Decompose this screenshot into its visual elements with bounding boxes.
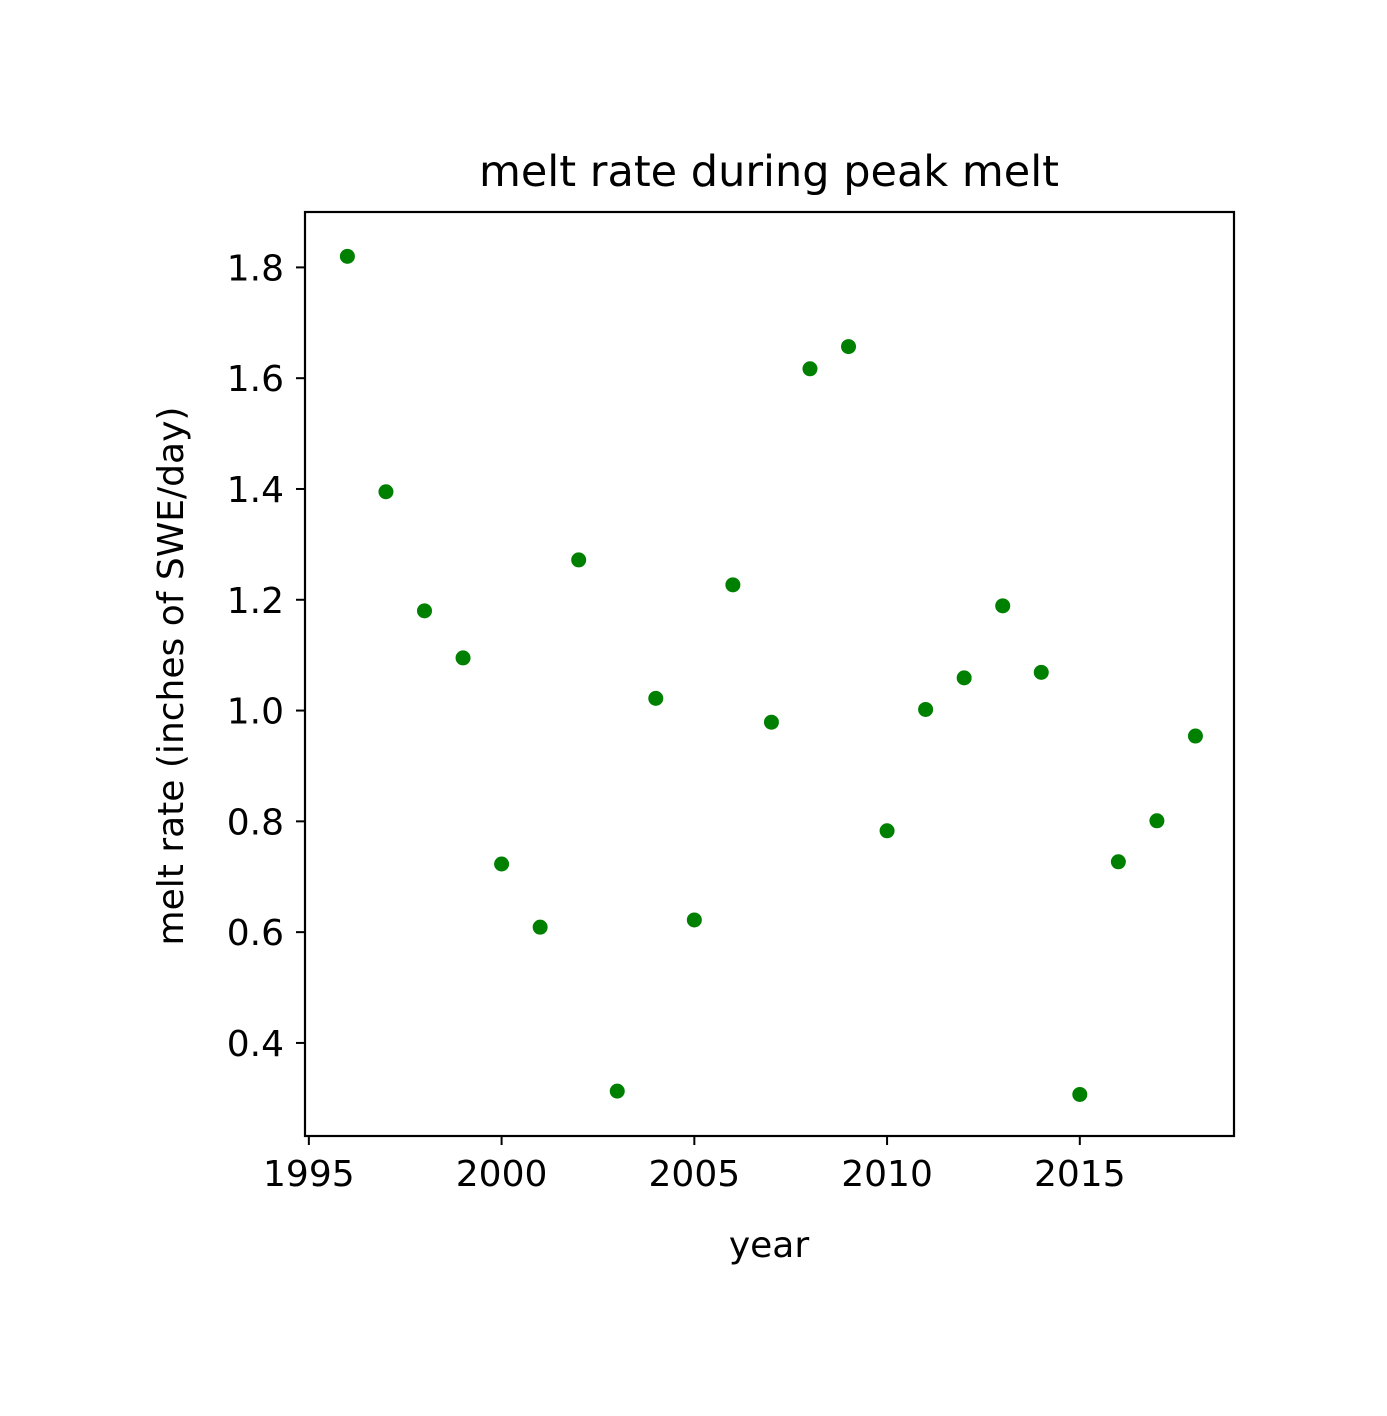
data-point: [879, 823, 895, 839]
y-tick-label: 1.2: [227, 581, 284, 622]
data-point: [339, 248, 355, 264]
data-point: [956, 670, 972, 686]
data-point: [802, 361, 818, 377]
y-tick-label: 1.8: [227, 248, 284, 289]
data-point: [609, 1083, 625, 1099]
data-point: [1110, 854, 1126, 870]
plot-area: [339, 248, 1203, 1102]
data-point: [416, 603, 432, 619]
data-point: [1187, 728, 1203, 744]
data-point: [1072, 1086, 1088, 1102]
data-point: [841, 339, 857, 355]
data-point: [571, 552, 587, 568]
x-tick-label: 2000: [456, 1154, 548, 1195]
data-point: [648, 690, 664, 706]
data-point: [1033, 664, 1049, 680]
data-point: [763, 714, 779, 730]
x-tick-label: 1995: [263, 1154, 355, 1195]
data-point: [725, 577, 741, 593]
x-tick-label: 2015: [1034, 1154, 1126, 1195]
data-point: [455, 650, 471, 666]
x-tick-label: 2010: [841, 1154, 933, 1195]
data-point: [686, 912, 702, 928]
y-tick-label: 0.8: [227, 802, 284, 843]
y-tick-label: 0.4: [227, 1024, 284, 1065]
y-axis: 0.4 0.6 0.8 1.0 1.2 1.4 1.6 1.8: [227, 248, 305, 1065]
x-tick-label: 2005: [649, 1154, 741, 1195]
y-tick-label: 1.4: [227, 470, 284, 511]
y-tick-label: 1.6: [227, 359, 284, 400]
chart-title: melt rate during peak melt: [479, 147, 1059, 197]
data-point: [378, 484, 394, 500]
data-point: [494, 856, 510, 872]
y-tick-label: 1.0: [227, 692, 284, 733]
x-axis: 1995 2000 2005 2010 2015: [263, 1136, 1126, 1195]
plot-frame: [303, 210, 1236, 1138]
data-point: [918, 701, 934, 717]
data-point: [1149, 813, 1165, 829]
y-tick-label: 0.6: [227, 913, 284, 954]
y-axis-label: melt rate (inches of SWE/day): [151, 407, 192, 946]
data-point: [995, 598, 1011, 614]
x-axis-label: year: [729, 1225, 810, 1266]
data-point: [532, 919, 548, 935]
